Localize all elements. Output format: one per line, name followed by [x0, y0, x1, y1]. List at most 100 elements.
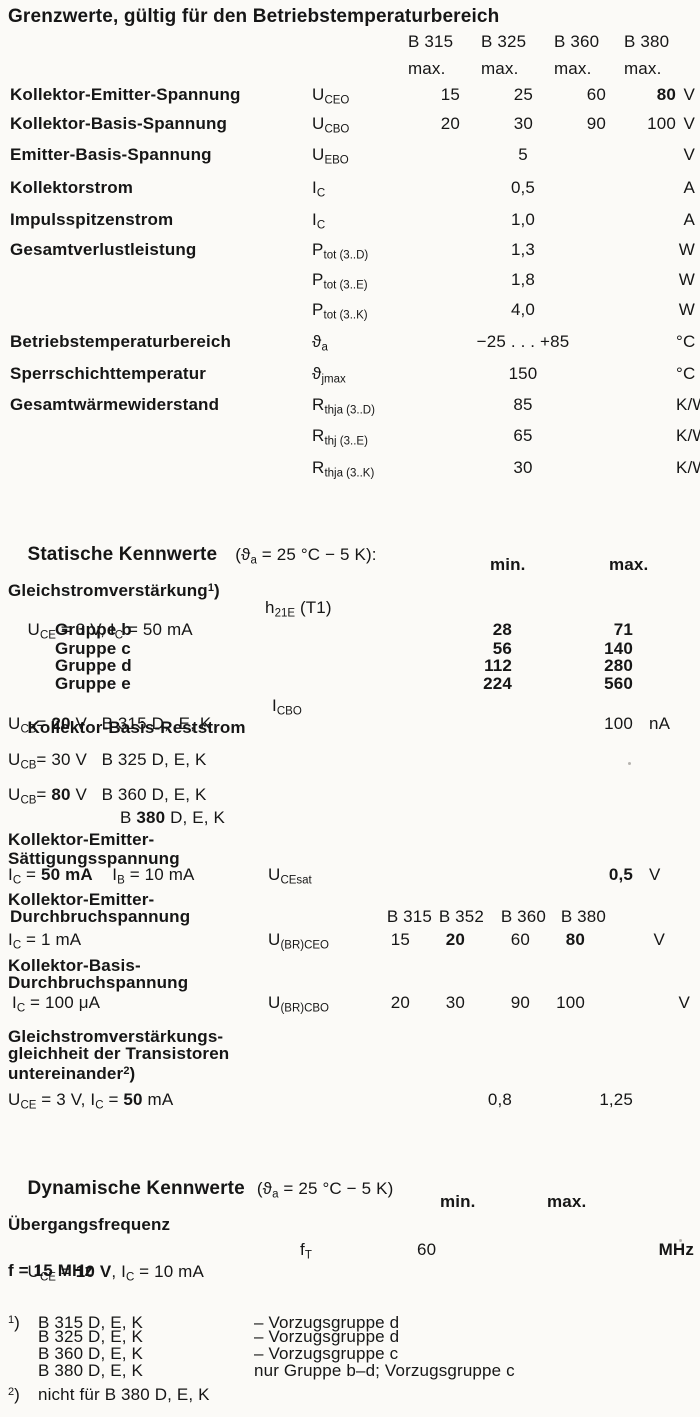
- row-symbol: UCEO: [312, 85, 350, 107]
- row-symbol: Rthja (3..K): [312, 458, 375, 480]
- col-header-b360: B 360: [500, 907, 546, 926]
- h21e-condition-row: UCE = 3 V, IC = 50 mA h21E (T1): [0, 597, 700, 642]
- h21e-group-row: Gruppe b 28 71: [0, 619, 700, 641]
- row-label: Gesamtwärmewiderstand: [10, 395, 220, 414]
- ucesat-label-2: Sättigungsspannung: [8, 849, 180, 868]
- dynamische-minmax-header: min. max.: [0, 1191, 700, 1213]
- footnote-desc: – Vorzugsgruppe c: [254, 1344, 399, 1363]
- footnote-desc: nur Gruppe b–d; Vorzugsgruppe c: [254, 1361, 515, 1380]
- min-value: 224: [483, 674, 512, 693]
- value-center: 1,8: [510, 270, 536, 289]
- row-label: Gesamtverlustleistung: [10, 240, 197, 259]
- footnote-1-row: B 380 D, E, K nur Gruppe b–d; Vorzugsgru…: [0, 1360, 700, 1382]
- max-label: max.: [554, 59, 592, 78]
- min-header: min.: [440, 1192, 476, 1211]
- statische-title-text: Statische Kennwerte: [27, 544, 218, 565]
- value-b360: 90: [586, 114, 606, 133]
- footnote-marker: 2): [8, 1385, 20, 1404]
- footnote-desc: – Vorzugsgruppe d: [254, 1313, 400, 1332]
- row-label: Sperrschichttemperatur: [10, 364, 207, 383]
- value-b325: 25: [513, 85, 533, 104]
- ucesat-condition-row: IC = 50 mA IB = 10 mA 0,5 V UCEsat: [0, 864, 700, 887]
- unit: W: [678, 240, 695, 259]
- grenzwerte-row-ptot-d: Gesamtverlustleistung Ptot (3..D) 1,3 W: [0, 239, 700, 262]
- scan-speck: [679, 1239, 682, 1242]
- footnote-part: B 380 D, E, K: [38, 1361, 143, 1380]
- brceo-symbol: U(BR)CEO: [268, 930, 329, 952]
- max-value: 1,25: [599, 1090, 633, 1109]
- max-header: max.: [609, 555, 649, 574]
- icbo-condition: B 380 D, E, K: [120, 808, 225, 827]
- grenzwerte-row-rthja-d: Gesamtwärmewiderstand Rthja (3..D) 85 K/…: [0, 394, 700, 417]
- brceo-label-2: Durchbruchspannung: [10, 907, 191, 926]
- brcbo-label-1: Kollektor-Basis-: [8, 956, 141, 975]
- icbo-symbol: ICBO: [272, 696, 302, 718]
- group-name: Gruppe e: [55, 674, 131, 693]
- grenzwerte-row-icm: Impulsspitzenstrom IC 1,0 A: [0, 209, 700, 232]
- value-b380: 100: [647, 114, 676, 133]
- match-label-3: untereinander2): [8, 1064, 136, 1083]
- row-symbol: Ptot (3..K): [312, 300, 368, 322]
- unit: V: [653, 930, 665, 949]
- dynamische-title-condition: (ϑa = 25 °C − 5 K): [256, 1179, 394, 1201]
- col-header-b360: B 360: [554, 32, 600, 51]
- col-header-b325: B 325: [481, 32, 527, 51]
- brceo-value-row: IC = 1 mA 15 20 60 80 V U(BR)CEO: [0, 929, 700, 952]
- footnote-2-row: 2) nicht für B 380 D, E, K: [0, 1381, 700, 1404]
- ucesat-value: 0,5: [608, 865, 633, 884]
- brceo-header-row: Durchbruchspannung B 315 B 352 B 360 B 3…: [0, 906, 700, 928]
- h21e-group-row: Gruppe c 56 140: [0, 638, 700, 660]
- group-name: Gruppe b: [55, 620, 132, 639]
- grenzwerte-row-rthja-k: Rthja (3..K) 30 K/W: [0, 457, 700, 480]
- min-value: 28: [492, 620, 512, 639]
- brcbo-symbol: U(BR)CBO: [268, 993, 329, 1015]
- group-name: Gruppe c: [55, 639, 131, 658]
- scan-speck: [628, 762, 631, 765]
- ft-condition-2: f = 15 MHz: [8, 1261, 94, 1280]
- value-center: 65: [513, 426, 533, 445]
- footnote-desc: – Vorzugsgruppe d: [254, 1327, 400, 1346]
- icbo-condition: UCB= 80 V B 360 D, E, K: [8, 785, 207, 807]
- statische-minmax-header: min. max.: [0, 554, 700, 576]
- footnote-part: B 325 D, E, K: [38, 1327, 143, 1346]
- h21e-group-row: Gruppe e 224 560: [0, 673, 700, 695]
- unit: V: [683, 114, 695, 133]
- brcbo-label-2: Durchbruchspannung: [8, 973, 189, 992]
- icbo-value: 100: [604, 714, 633, 733]
- grenzwerte-column-headers: B 315 B 325 B 360 B 380: [0, 31, 700, 53]
- match-value-row: UCE = 3 V, IC = 50 mA 0,8 1,25: [0, 1089, 700, 1112]
- group-name: Gruppe d: [55, 656, 132, 675]
- match-label-2: gleichheit der Transistoren: [8, 1044, 230, 1063]
- max-label: max.: [624, 59, 662, 78]
- grenzwerte-row-tjmax: Sperrschichttemperatur ϑjmax 150 °C: [0, 363, 700, 386]
- grenzwerte-row-ic: Kollektorstrom IC 0,5 A: [0, 177, 700, 200]
- footnote-part: B 360 D, E, K: [38, 1344, 143, 1363]
- value-b315: 15: [440, 85, 460, 104]
- value-b380: 80: [656, 85, 676, 104]
- unit: V: [649, 865, 661, 884]
- row-label: Kollektor-Basis-Spannung: [10, 114, 228, 133]
- unit: V: [683, 145, 695, 164]
- unit: W: [678, 300, 695, 319]
- brcbo-condition: IC = 100 μA: [12, 993, 101, 1015]
- brceo-condition: IC = 1 mA: [8, 930, 82, 952]
- value-b315: 15: [390, 930, 410, 949]
- value-b325: 30: [513, 114, 533, 133]
- row-symbol: IC: [312, 178, 326, 200]
- grenzwerte-row-ptot-e: Ptot (3..E) 1,8 W: [0, 269, 700, 292]
- row-symbol: Rthja (3..D): [312, 395, 375, 417]
- statische-title-condition: (ϑa = 25 °C − 5 K):: [235, 545, 377, 567]
- value-b315: 20: [390, 993, 410, 1012]
- value-center: 1,0: [510, 210, 536, 229]
- row-label: Impulsspitzenstrom: [10, 210, 174, 229]
- grenzwerte-row-ta: Betriebstemperaturbereich ϑa −25 . . . +…: [0, 331, 700, 354]
- ft-symbol: fT: [300, 1240, 312, 1262]
- max-label: max.: [481, 59, 519, 78]
- h21e-condition: UCE = 3 V, IC = 50 mA: [27, 620, 193, 642]
- row-symbol: ϑjmax: [312, 364, 346, 386]
- value-center: 1,3: [510, 240, 536, 259]
- col-header-b315: B 315: [408, 32, 454, 51]
- value-center: 30: [513, 458, 533, 477]
- footnote-marker: 1): [8, 1313, 20, 1332]
